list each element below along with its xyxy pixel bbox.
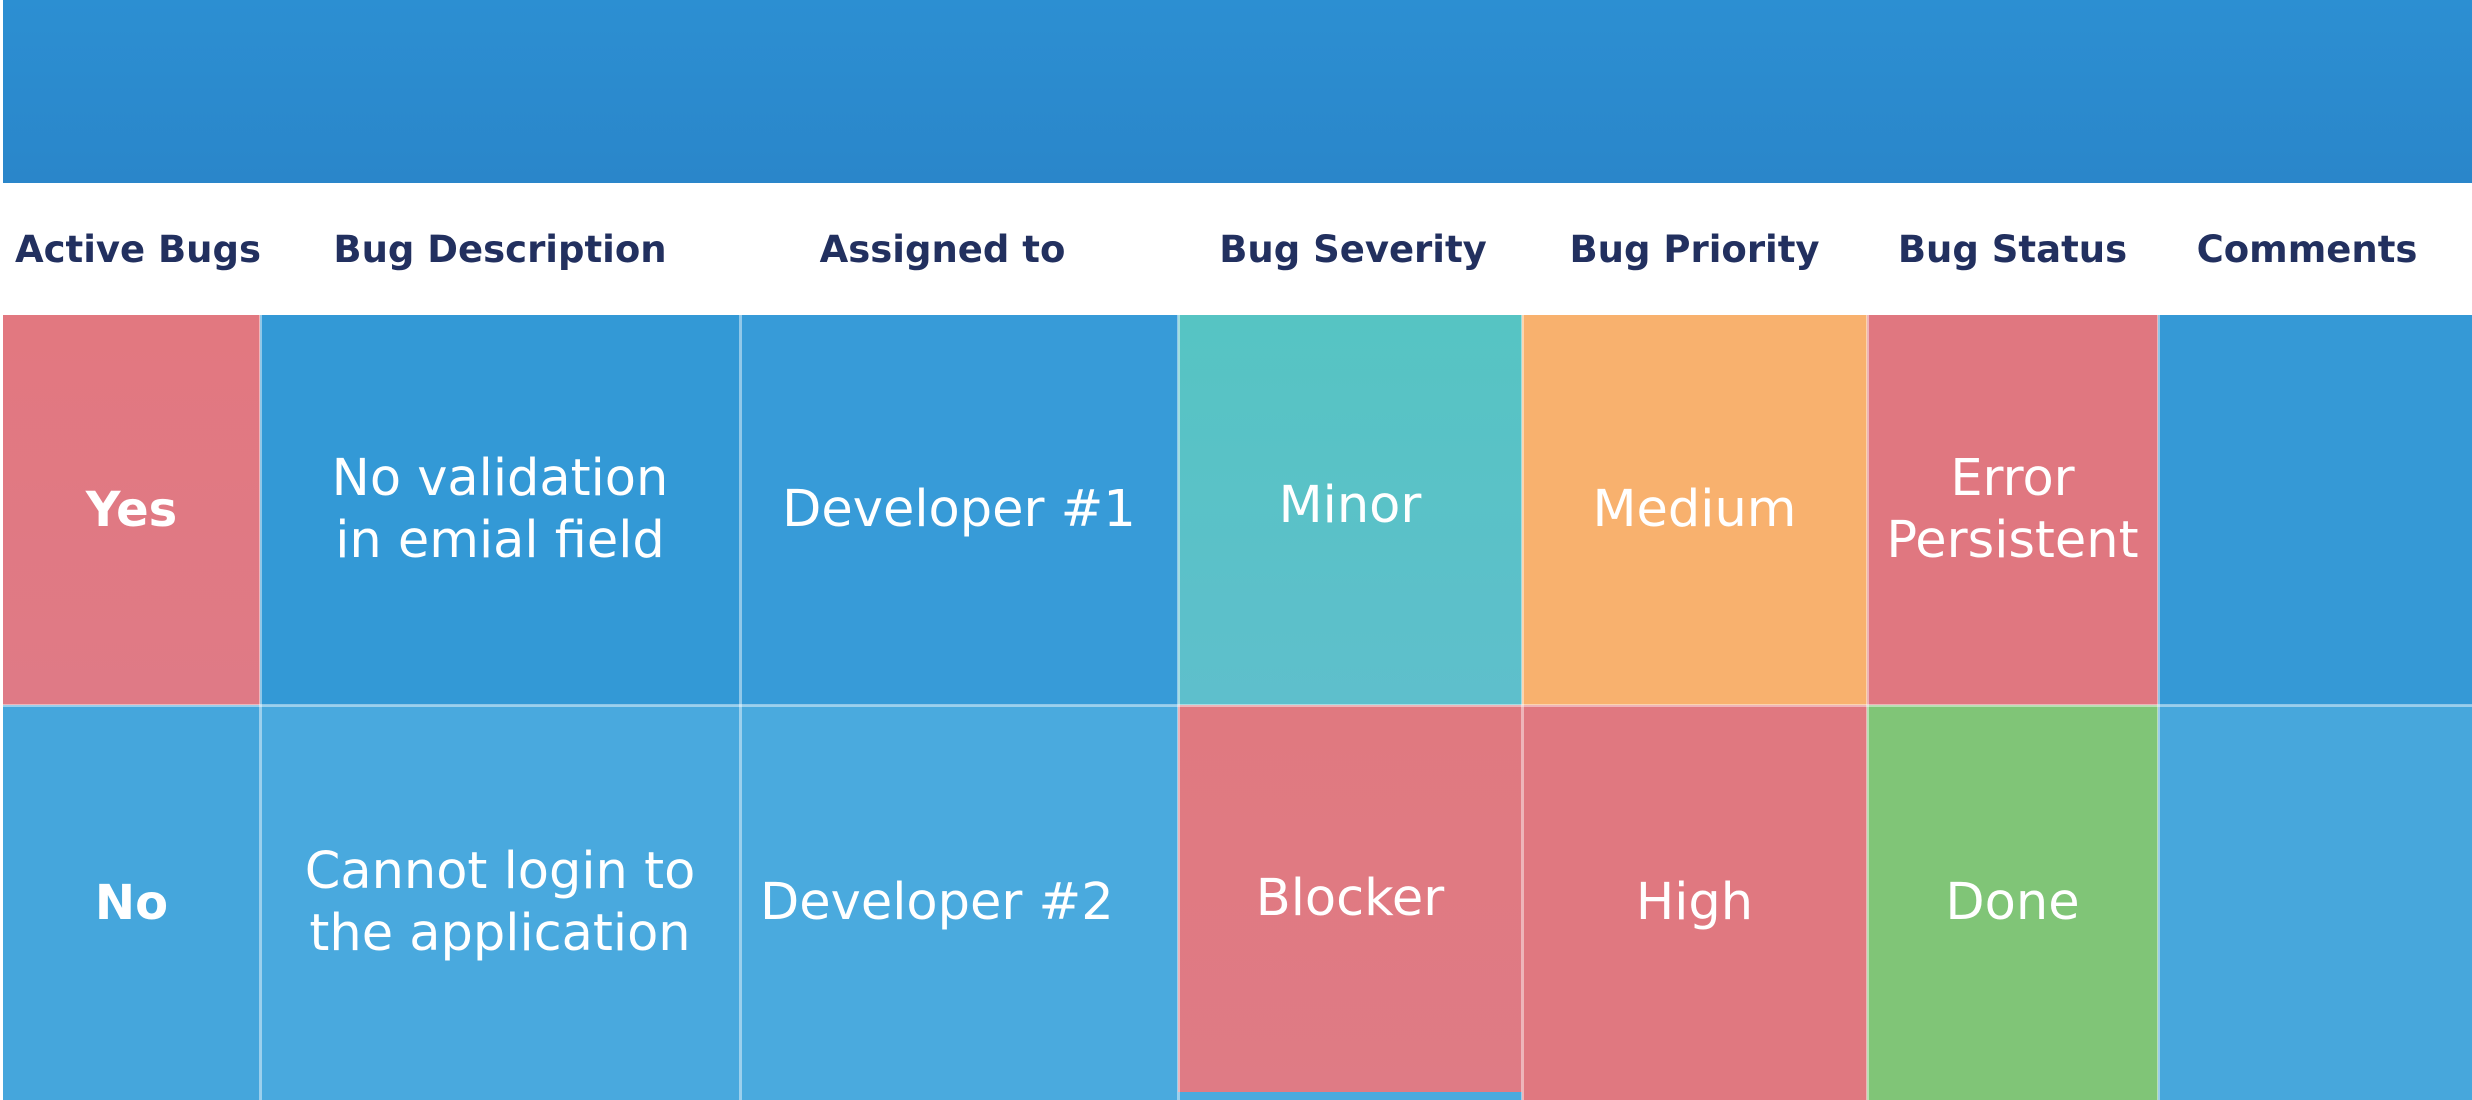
grid-divider — [1521, 315, 1524, 1100]
row1-bug-status: Error Persistent — [1867, 315, 2158, 705]
header-divider — [2157, 183, 2159, 193]
row2-bug-priority: High — [1522, 705, 1867, 1100]
row2-bug-description: Cannot login to the application — [260, 705, 740, 1100]
grid-divider — [739, 315, 742, 1100]
row2-assigned-to: Developer #2 — [740, 705, 1178, 1100]
grid-row-divider — [0, 704, 2472, 707]
header-divider — [1866, 183, 1868, 193]
grid-divider — [1866, 315, 1869, 1100]
row2-comments — [2158, 705, 2472, 1100]
header-comments: Comments — [2196, 227, 2418, 271]
table-header-row: Active Bugs Bug Description Assigned to … — [0, 183, 2472, 315]
row1-active-bugs: Yes — [3, 315, 260, 705]
row1-bug-priority: Medium — [1522, 315, 1867, 705]
header-bug-description: Bug Description — [333, 227, 667, 271]
header-bug-priority: Bug Priority — [1569, 227, 1820, 271]
row1-bug-description: No validation in emial field — [260, 315, 740, 705]
row2-bug-severity: Blocker — [1178, 705, 1522, 1100]
grid-divider — [2157, 315, 2160, 1100]
grid-divider — [259, 315, 262, 1100]
header-assigned-to: Assigned to — [819, 227, 1066, 271]
row1-bug-severity: Minor — [1178, 315, 1522, 705]
row1-comments — [2158, 315, 2472, 705]
row1-assigned-to: Developer #1 — [740, 315, 1178, 705]
header-active-bugs: Active Bugs — [14, 227, 262, 271]
header-bug-severity: Bug Severity — [1219, 227, 1487, 271]
row2-active-bugs: No — [3, 705, 260, 1100]
top-banner — [3, 0, 2472, 183]
header-bug-status: Bug Status — [1897, 227, 2128, 271]
row2-bug-status: Done — [1867, 705, 2158, 1100]
grid-divider — [1177, 315, 1180, 1100]
